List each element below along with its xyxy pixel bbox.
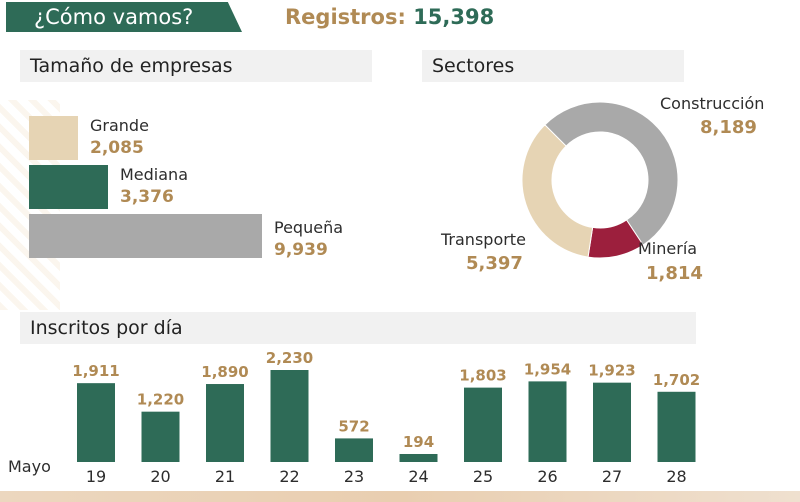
day-tick-label-21: 21 bbox=[215, 467, 235, 486]
label-construccion: Construcción bbox=[660, 94, 765, 113]
day-value-label-20: 1,220 bbox=[137, 391, 184, 409]
registros-label: Registros: bbox=[285, 5, 406, 29]
day-tick-label-27: 27 bbox=[602, 467, 622, 486]
day-tick-label-24: 24 bbox=[408, 467, 428, 486]
day-value-label-26: 1,954 bbox=[524, 360, 571, 378]
label-grande: Grande bbox=[90, 116, 149, 135]
day-tick-label-25: 25 bbox=[473, 467, 493, 486]
day-tick-label-20: 20 bbox=[150, 467, 170, 486]
day-tick-label-28: 28 bbox=[666, 467, 686, 486]
bar-mediana bbox=[29, 165, 108, 209]
registros-value: 15,398 bbox=[413, 5, 495, 29]
day-bar-21 bbox=[206, 384, 244, 462]
label-mineria: Minería bbox=[638, 239, 698, 258]
day-bar-22 bbox=[270, 370, 309, 462]
value-mineria: 1,814 bbox=[646, 263, 703, 284]
day-value-label-24: 194 bbox=[403, 433, 434, 451]
daily-section-title: Inscritos por día bbox=[20, 312, 696, 344]
bar-grande bbox=[29, 116, 78, 160]
value-pequena: 9,939 bbox=[274, 240, 328, 260]
size-section-title: Tamaño de empresas bbox=[20, 50, 372, 82]
value-grande: 2,085 bbox=[90, 138, 144, 158]
label-transporte: Transporte bbox=[441, 230, 526, 249]
day-value-label-25: 1,803 bbox=[459, 367, 506, 385]
day-tick-label-22: 22 bbox=[279, 467, 299, 486]
donut-slice-construccion bbox=[544, 101, 679, 246]
daily-bar-chart: 1,911 19 1,220 20 1,890 21 2,230 22 572 23 194 24 1,… bbox=[8, 349, 700, 486]
day-tick-label-23: 23 bbox=[344, 467, 364, 486]
page-title: ¿Cómo vamos? bbox=[6, 2, 242, 32]
day-bar-19 bbox=[77, 383, 115, 462]
day-bar-26 bbox=[528, 381, 567, 462]
day-bar-23 bbox=[335, 438, 373, 462]
sectors-section-title: Sectores bbox=[422, 50, 684, 82]
bar-pequena bbox=[29, 214, 262, 258]
day-bar-28 bbox=[657, 391, 696, 462]
day-value-label-23: 572 bbox=[338, 417, 369, 435]
day-bar-25 bbox=[464, 387, 502, 462]
day-tick-label-19: 19 bbox=[86, 467, 106, 486]
decorative-footer-strip bbox=[0, 491, 800, 502]
value-transporte: 5,397 bbox=[466, 253, 523, 274]
label-mediana: Mediana bbox=[120, 165, 188, 184]
day-value-label-28: 1,702 bbox=[653, 371, 700, 389]
day-tick-label-26: 26 bbox=[537, 467, 557, 486]
day-value-label-19: 1,911 bbox=[72, 362, 119, 380]
day-bar-20 bbox=[141, 411, 180, 462]
value-construccion: 8,189 bbox=[700, 117, 757, 138]
registros-total: Registros: 15,398 bbox=[285, 3, 494, 31]
donut-slice-transporte bbox=[521, 124, 594, 258]
day-value-label-27: 1,923 bbox=[588, 362, 635, 380]
day-value-label-21: 1,890 bbox=[201, 363, 248, 381]
day-value-label-22: 2,230 bbox=[266, 349, 313, 367]
label-pequena: Pequeña bbox=[274, 218, 344, 237]
day-bar-24 bbox=[399, 453, 438, 462]
day-bar-27 bbox=[593, 382, 631, 462]
sectors-donut-chart bbox=[521, 101, 679, 259]
month-axis-label: Mayo bbox=[8, 457, 51, 476]
value-mediana: 3,376 bbox=[120, 187, 174, 207]
